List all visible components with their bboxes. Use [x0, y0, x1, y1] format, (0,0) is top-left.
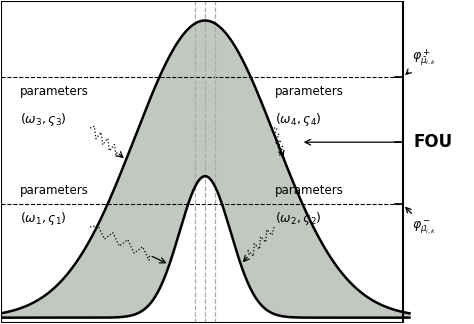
- Text: $(\omega_1,\varsigma_1)$: $(\omega_1,\varsigma_1)$: [20, 210, 66, 227]
- Text: $(\omega_4,\varsigma_4)$: $(\omega_4,\varsigma_4)$: [275, 111, 322, 128]
- Text: $\varphi^-_{\bar{\mu}_{i,k}}$: $\varphi^-_{\bar{\mu}_{i,k}}$: [406, 207, 437, 236]
- Text: $(\omega_2,\varsigma_2)$: $(\omega_2,\varsigma_2)$: [275, 210, 322, 227]
- Text: $(\omega_3,\varsigma_3)$: $(\omega_3,\varsigma_3)$: [20, 111, 66, 128]
- Text: parameters: parameters: [20, 85, 89, 98]
- Text: parameters: parameters: [20, 184, 89, 197]
- Text: $\varphi^+_{\bar{\mu}_{i,k}}$: $\varphi^+_{\bar{\mu}_{i,k}}$: [406, 47, 437, 74]
- Text: FOU: FOU: [413, 133, 452, 151]
- Text: parameters: parameters: [275, 85, 344, 98]
- Text: parameters: parameters: [275, 184, 344, 197]
